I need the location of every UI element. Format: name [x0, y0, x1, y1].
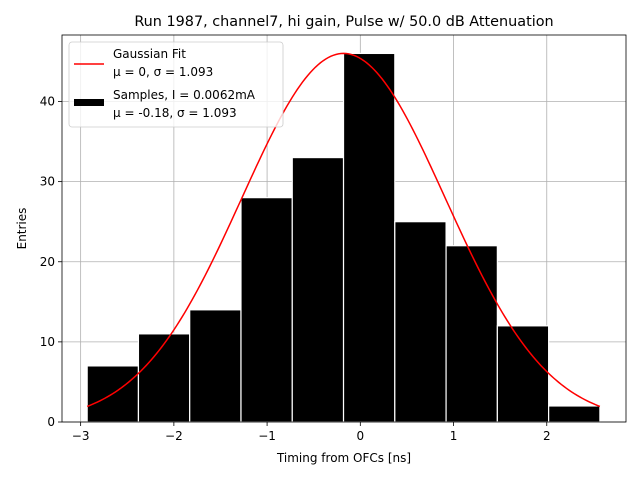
x-axis-ticks: −3 −2 −1 0 1 2 [72, 422, 551, 443]
x-tick-label: −2 [165, 429, 183, 443]
legend-samples-params: μ = -0.18, σ = 1.093 [113, 106, 237, 120]
histogram-bar [189, 309, 242, 423]
histogram-bar [137, 333, 191, 423]
y-tick-label: 40 [40, 95, 55, 109]
histogram-bar [548, 405, 601, 423]
chart-title: Run 1987, channel7, hi gain, Pulse w/ 50… [134, 14, 553, 30]
histogram-bar [496, 325, 550, 423]
x-tick-label: 1 [450, 429, 458, 443]
plot-frame [61, 34, 627, 423]
y-tick-label: 20 [40, 255, 55, 269]
legend: Gaussian Fit μ = 0, σ = 1.093 Samples, I… [68, 41, 284, 128]
histogram-bar [240, 197, 293, 423]
legend-samples-swatch [74, 99, 104, 106]
gaussian-fit [86, 52, 601, 408]
gaussian-fit-curve [86, 52, 601, 408]
x-axis-label: Timing from OFCs [ns] [276, 451, 411, 465]
y-tick-label: 30 [40, 175, 55, 189]
legend-fit-label: Gaussian Fit [113, 47, 186, 61]
y-axis-label: Entries [15, 208, 29, 250]
histogram-bar [342, 52, 396, 423]
histogram-bar [291, 156, 345, 423]
y-axis-ticks: 0 10 20 30 40 [40, 95, 62, 429]
legend-frame [68, 41, 284, 128]
y-tick-label: 10 [40, 335, 55, 349]
x-tick-label: 0 [356, 429, 364, 443]
histogram-bar [394, 221, 447, 423]
x-tick-label: 2 [543, 429, 551, 443]
y-tick-label: 0 [47, 415, 55, 429]
x-tick-label: −3 [72, 429, 90, 443]
histogram-bar [445, 245, 498, 423]
x-tick-label: −1 [258, 429, 276, 443]
legend-fit-params: μ = 0, σ = 1.093 [113, 65, 213, 79]
legend-samples-label: Samples, I = 0.0062mA [113, 88, 256, 102]
